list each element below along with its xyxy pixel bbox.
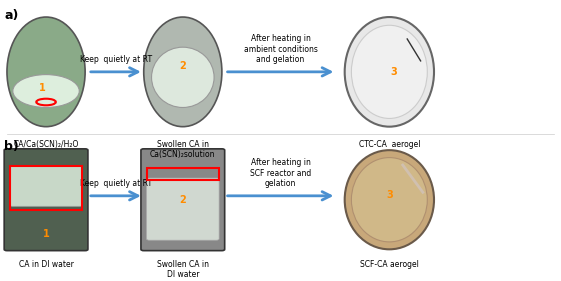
Text: b): b) <box>4 140 19 153</box>
Text: CA in DI water: CA in DI water <box>19 260 73 269</box>
Text: After heating in
SCF reactor and
gelation: After heating in SCF reactor and gelatio… <box>250 158 311 188</box>
Text: CTC-CA  aerogel: CTC-CA aerogel <box>358 140 420 149</box>
Text: Swollen CA in
Ca(SCN)₂solution: Swollen CA in Ca(SCN)₂solution <box>150 140 215 159</box>
Text: Swollen CA in
DI water: Swollen CA in DI water <box>157 260 209 279</box>
FancyBboxPatch shape <box>4 149 88 251</box>
Ellipse shape <box>351 25 427 118</box>
Text: Keep  quietly at RT: Keep quietly at RT <box>80 55 152 64</box>
Ellipse shape <box>144 17 222 127</box>
FancyBboxPatch shape <box>141 149 224 251</box>
Ellipse shape <box>351 158 427 242</box>
Text: 1: 1 <box>39 83 45 93</box>
Text: 2: 2 <box>180 61 186 71</box>
Text: a): a) <box>4 9 19 22</box>
Text: Keep  quietly at RT: Keep quietly at RT <box>80 179 152 188</box>
Ellipse shape <box>13 74 79 107</box>
Ellipse shape <box>151 47 214 107</box>
Bar <box>146 168 219 180</box>
Text: SCF-CA aerogel: SCF-CA aerogel <box>360 260 419 269</box>
Ellipse shape <box>344 150 434 249</box>
Text: After heating in
ambient conditions
and gelation: After heating in ambient conditions and … <box>243 34 318 64</box>
Text: 1: 1 <box>43 230 49 239</box>
Text: 2: 2 <box>180 195 186 205</box>
FancyBboxPatch shape <box>146 178 219 240</box>
Ellipse shape <box>7 17 85 127</box>
Text: 3: 3 <box>386 190 393 200</box>
FancyBboxPatch shape <box>10 166 82 206</box>
Ellipse shape <box>344 17 434 127</box>
Bar <box>10 166 82 210</box>
Text: CA/Ca(SCN)₂/H₂O: CA/Ca(SCN)₂/H₂O <box>13 140 79 149</box>
Text: 3: 3 <box>390 67 397 77</box>
